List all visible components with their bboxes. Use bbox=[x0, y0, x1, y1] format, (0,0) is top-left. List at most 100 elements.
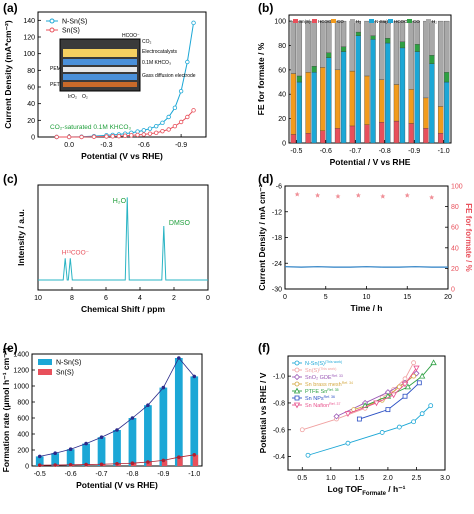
panel-f-xtick-label: 1.5 bbox=[354, 475, 364, 482]
panel-f-xtick-label: 0.5 bbox=[297, 475, 307, 482]
panel-f-point bbox=[411, 360, 417, 366]
panel-e-bar bbox=[144, 405, 152, 466]
panel-c-xlabel: Chemical Shift / ppm bbox=[81, 304, 166, 314]
panel-b-bar-segment bbox=[355, 35, 361, 144]
panel-label-a: (a) bbox=[3, 1, 18, 15]
panel-d-xtick-label: 0 bbox=[283, 294, 287, 301]
panel-a-ytick-label: 120 bbox=[23, 35, 35, 42]
panel-a-inset-label: 0.1M KHCO₃ bbox=[142, 60, 171, 66]
panel-a-point bbox=[129, 133, 134, 138]
panel-b-bar-segment bbox=[296, 81, 303, 144]
panel-f-point bbox=[294, 395, 300, 401]
panel-d-y2tick-label: 20 bbox=[451, 266, 459, 273]
panel-f-ytick-label: -0.8 bbox=[273, 400, 285, 407]
panel-e-bar bbox=[35, 456, 44, 466]
panel-a-point bbox=[185, 59, 190, 65]
panel-b-ytick-label: 100 bbox=[274, 19, 286, 26]
panel-b-legend-swatch bbox=[426, 19, 431, 23]
panel-e-bar bbox=[66, 449, 75, 466]
panel-b-bar-segment bbox=[320, 67, 326, 131]
panel-d-y2tick-label: 0 bbox=[451, 287, 455, 294]
panel-b-bar-segment bbox=[364, 20, 370, 77]
panel-e-bar bbox=[128, 418, 137, 466]
panel-b-legend-label: Sn(S) bbox=[299, 19, 311, 24]
panel-b-bar-segment bbox=[370, 35, 376, 40]
panel-e-ytick-label: 0 bbox=[25, 464, 29, 471]
panel-label-d: (d) bbox=[258, 172, 273, 186]
panel-f-xlabel: Log TOFFormate / h⁻¹ bbox=[327, 484, 405, 497]
panel-c-xtick-label: 4 bbox=[138, 295, 142, 302]
panel-f-ytick-label: -0.6 bbox=[273, 427, 285, 434]
panel-f-point bbox=[305, 452, 311, 458]
panel-e-bar bbox=[161, 460, 168, 466]
panel-d-ytick-label: -24 bbox=[272, 261, 282, 268]
panel-d-fe-star bbox=[429, 194, 435, 200]
panel-b-bar-segment bbox=[349, 20, 355, 72]
panel-a-point bbox=[160, 128, 165, 134]
panel-b-bar-segment bbox=[414, 51, 420, 144]
panel-e-legend-swatch bbox=[38, 369, 52, 375]
panel-f-point bbox=[416, 380, 422, 386]
panel-c-ylabel: Intensity / a.u. bbox=[16, 209, 26, 266]
panel-a-inset-label: HCOO⁻ bbox=[122, 33, 140, 39]
panel-b-bar-segment bbox=[429, 55, 435, 64]
panel-e-trend-point bbox=[130, 416, 135, 420]
panel-b-xtick-label: -0.5 bbox=[290, 148, 302, 155]
panel-b-ytick-label: 0 bbox=[282, 141, 286, 148]
panel-b-ytick-label: 20 bbox=[278, 116, 286, 123]
panel-e-ytick-label: 1400 bbox=[13, 352, 29, 359]
panel-f-xtick-label: 1.0 bbox=[326, 475, 336, 482]
panel-e-bar bbox=[190, 376, 199, 466]
panel-c-spectrum-line bbox=[38, 197, 208, 281]
panel-f-point bbox=[419, 411, 425, 417]
panel-e-trend-point bbox=[84, 441, 88, 446]
panel-e-bar bbox=[97, 437, 106, 466]
panel-a-point bbox=[178, 88, 184, 94]
panel-a-ytick-label: 140 bbox=[23, 18, 35, 25]
panel-d-y2tick-label: 80 bbox=[451, 204, 459, 211]
panel-b-legend-label: H₂ bbox=[356, 19, 361, 24]
panel-d-fe-star bbox=[335, 193, 341, 199]
panel-b-bar-segment bbox=[443, 72, 450, 83]
panel-b-bar-segment bbox=[326, 57, 332, 144]
panel-a-point bbox=[166, 114, 171, 120]
panel-f-legend-label: Sn NafionRef. 37 bbox=[305, 402, 340, 409]
panel-e-bar bbox=[146, 462, 152, 466]
panel-c-xtick-label: 0 bbox=[206, 295, 210, 302]
panel-b-bar-segment bbox=[379, 79, 385, 123]
panel-b-bar-segment bbox=[414, 44, 420, 52]
panel-f-point bbox=[294, 360, 300, 366]
panel-b-bar-segment bbox=[443, 81, 450, 144]
panel-d-fe-star bbox=[404, 192, 410, 198]
panel-f-point bbox=[333, 413, 340, 420]
panel-b-legend-label: HCOOH bbox=[318, 19, 335, 24]
panel-f-ytick-label: -1.0 bbox=[273, 374, 285, 381]
panel-b-bar-segment bbox=[349, 70, 355, 127]
panel-b-legend-label: CO bbox=[337, 19, 344, 24]
panel-a-point bbox=[160, 120, 165, 126]
panel-d-xtick-label: 10 bbox=[363, 294, 371, 301]
panel-e-trend-point bbox=[130, 461, 135, 466]
panel-f-point bbox=[413, 365, 420, 372]
panel-b-bar-segment bbox=[408, 20, 414, 90]
panel-b-xtick-label: -0.6 bbox=[320, 148, 332, 155]
panel-b-bar-segment bbox=[408, 123, 414, 144]
panel-b-legend-swatch bbox=[312, 19, 317, 23]
panel-a-point bbox=[66, 134, 72, 140]
panel-b-bar-segment bbox=[340, 20, 347, 47]
panel-b-bar-segment bbox=[326, 52, 332, 58]
panel-e-ylabel: Formation rate (μmol h⁻¹ cm⁻²) bbox=[1, 347, 11, 472]
panel-a-inset-membrane-layer bbox=[63, 67, 137, 72]
panel-a-inset-label: PEM bbox=[50, 66, 61, 72]
panel-e-bar bbox=[174, 358, 183, 466]
panel-b-bar-segment bbox=[311, 66, 317, 73]
panel-f-point bbox=[385, 407, 391, 413]
panel-e-xlabel: Potential (V vs RHE) bbox=[76, 480, 158, 490]
panel-b-legend-swatch bbox=[331, 19, 336, 23]
panel-d-ylabel: Current Density / mA cm⁻² bbox=[257, 184, 267, 290]
panel-a-ytick-label: 80 bbox=[27, 68, 35, 75]
panel-b-bar-segment bbox=[423, 97, 429, 129]
panel-b-bar-segment bbox=[311, 20, 317, 67]
panel-f-point bbox=[401, 381, 409, 388]
panel-f-ytick-label: -0.4 bbox=[273, 454, 285, 461]
